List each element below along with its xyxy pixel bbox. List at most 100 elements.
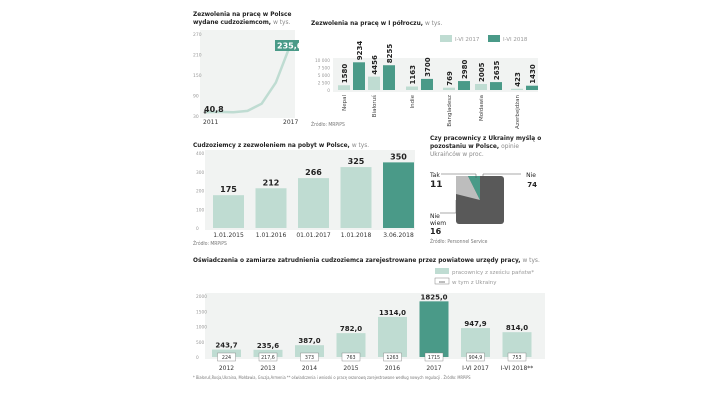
x-tick-label: 01.01.2017: [296, 232, 331, 239]
bar-value-label: 1430: [529, 64, 537, 84]
bar-value-label: 2980: [461, 59, 469, 79]
bar: [511, 88, 523, 90]
bar: [295, 345, 324, 357]
bar: [253, 349, 283, 357]
ukraine-value-box: [383, 352, 402, 362]
legend-label: w tym z Ukrainy: [452, 280, 497, 286]
ukraine-value: 217,6: [261, 355, 275, 361]
bar-value-label: 325: [348, 157, 365, 166]
bar-value-label: 3700: [424, 57, 432, 77]
bar-value-label: 175: [220, 185, 237, 194]
ukraine-value-box: [300, 352, 319, 362]
ukraine-value: 224: [222, 355, 231, 361]
slice-nie: [456, 176, 504, 224]
y-tick-label: 0: [196, 355, 199, 361]
bar: [378, 316, 407, 357]
chart4-title: Czy pracownicy z Ukrainy myślą o pozosta…: [430, 134, 542, 158]
y-tick-label: 5 000: [318, 73, 331, 79]
bar-value-label: 350: [390, 152, 407, 161]
bar-value-label: 235,6: [257, 342, 279, 350]
leader-line: [482, 173, 521, 178]
x-tick-label: I-VI 2017: [462, 365, 489, 372]
label-nie: Nie: [526, 172, 536, 179]
x-tick-label: 2014: [302, 365, 317, 372]
bar: [212, 349, 241, 357]
bar: [336, 333, 366, 357]
bar-value-label: 1314,0: [379, 309, 406, 317]
chart2-source: Źródło: MRPiPS: [311, 122, 345, 128]
ukraine-value: 1715: [428, 355, 440, 361]
bar: [298, 178, 329, 228]
leader-line: [441, 173, 477, 178]
bar-value-label: 947,9: [464, 320, 486, 328]
bar-value-label: 9234: [356, 41, 364, 61]
legend-box-text: xxx: [439, 280, 445, 284]
category-label: Indie: [410, 94, 416, 108]
x-tick-label: 2017: [426, 365, 441, 372]
x-tick-label: 2017: [283, 119, 298, 126]
y-tick-label: 150: [193, 73, 202, 79]
category-label: Mołdawia: [479, 95, 485, 121]
value-nie-wiem: 16: [430, 227, 442, 236]
legend-swatch: [488, 35, 500, 42]
bar: [368, 76, 380, 90]
ukraine-value: 1263: [386, 355, 398, 361]
x-tick-label: 2013: [260, 365, 275, 372]
bar: [419, 301, 449, 357]
data-label-first: 40,8: [204, 105, 224, 114]
bar: [338, 85, 350, 90]
bar: [406, 86, 418, 90]
plot-band: [200, 30, 295, 118]
ukraine-value-box: [258, 352, 278, 362]
legend-label: I-VI 2018: [503, 37, 528, 43]
ukraine-value: 753: [512, 355, 521, 361]
x-tick-label: 1.01.2015: [213, 232, 244, 239]
bar: [383, 162, 414, 228]
data-point: [203, 111, 207, 114]
x-tick-label: 3.06.2018: [383, 232, 414, 239]
y-tick-label: 7 500: [318, 66, 331, 72]
x-tick-label: 2011: [203, 119, 218, 126]
ukraine-value-box: [424, 352, 444, 362]
legend-label: pracownicy z sześciu państw*: [452, 269, 534, 276]
y-tick-label: 400: [196, 151, 204, 157]
y-tick-label: 2000: [196, 294, 207, 300]
category-label: Bangladesz: [447, 95, 453, 127]
category-label: Azerbejdżan: [515, 94, 521, 128]
y-tick-label: 300: [196, 170, 204, 176]
x-tick-label: 2016: [385, 365, 400, 372]
legend-swatch: [440, 35, 452, 42]
chart1-title: Zezwolenia na pracę w Polsce wydane cudz…: [193, 10, 292, 26]
bar: [526, 85, 538, 90]
legend-label: I-VI 2017: [455, 37, 480, 43]
bar-value-label: 814,0: [506, 324, 528, 332]
chart5-title: Oświadczenia o zamiarze zatrudnienia cud…: [193, 256, 540, 264]
ukraine-value-box: [466, 352, 485, 362]
bar: [490, 82, 502, 90]
bar: [383, 65, 395, 90]
y-tick-label: 270: [193, 32, 202, 38]
y-tick-label: 10 000: [315, 58, 330, 64]
ukraine-value: 904,9: [469, 355, 483, 361]
legend-box: [434, 277, 450, 285]
ukraine-value-box: [341, 352, 361, 362]
x-tick-label: 1.01.2016: [256, 232, 287, 239]
bar-value-label: 2635: [493, 60, 501, 80]
y-tick-label: 2 500: [318, 81, 331, 87]
plot-band: [205, 293, 545, 359]
bar-value-label: 387,0: [298, 337, 320, 345]
chart4-source: Źródło: Personnel Service: [430, 239, 488, 245]
bar: [502, 332, 532, 357]
y-tick-label: 500: [196, 340, 204, 346]
bar-value-label: 212: [263, 178, 280, 187]
bar-value-label: 1163: [409, 65, 417, 85]
y-tick-label: 100: [196, 207, 204, 213]
slice-nie-wiem: [456, 176, 480, 200]
chart2-title: Zezwolenia na pracę w I półroczu, w tys.: [311, 19, 443, 27]
bar: [340, 167, 372, 228]
slice-tak: [468, 176, 480, 200]
